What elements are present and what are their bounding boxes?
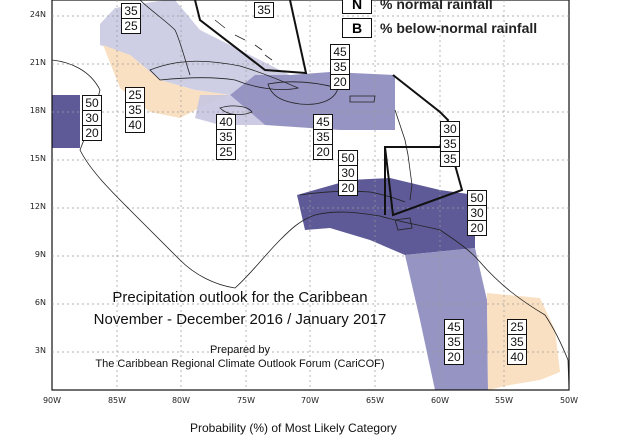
legend-normal: N % normal rainfall (342, 0, 493, 14)
prob-value: 30 (339, 166, 357, 181)
map-period: November - December 2016 / January 2017 (93, 311, 387, 328)
prob-box-cayman: 25 35 40 (125, 87, 145, 133)
prob-value: 35 (257, 3, 271, 17)
legend-key-normal: N (342, 0, 372, 14)
prob-value: 25 (219, 145, 233, 159)
prob-value: 20 (470, 221, 484, 235)
prob-box-belize: 50 30 20 (82, 95, 102, 141)
prob-box-hispaniola: 45 35 20 (313, 114, 333, 160)
prob-value: 25 (126, 88, 144, 103)
legend-key-below: B (342, 18, 372, 38)
prob-value: 35 (445, 335, 463, 350)
prob-value: 30 (83, 111, 101, 126)
prepared-by-label: Prepared by (210, 344, 270, 356)
prob-value: 25 (124, 19, 138, 33)
prob-value: 45 (331, 45, 349, 60)
lat-label-6n: 6N (34, 298, 46, 307)
prob-value: 20 (85, 126, 99, 140)
coastlines (51, 0, 570, 391)
legend-below: B % below-normal rainfall (342, 18, 537, 38)
prob-value: 35 (331, 60, 349, 75)
lon-label-70w: 70W (300, 396, 320, 405)
prob-box-caribbean-sea: 50 30 20 (338, 150, 358, 196)
region-jamaica (195, 95, 265, 125)
lat-label-12n: 12N (29, 202, 46, 211)
prob-value: 25 (508, 320, 526, 335)
prob-value: 30 (468, 206, 486, 221)
lon-label-80w: 80W (171, 396, 191, 405)
region-windward-sea (297, 178, 475, 255)
lat-label-3n: 3N (34, 346, 46, 355)
region-greater-antilles (230, 72, 395, 130)
prob-value: 50 (339, 151, 357, 166)
legend-text-below: % below-normal rainfall (380, 20, 538, 36)
map-title: Precipitation outlook for the Caribbean (112, 289, 368, 306)
subregion-outlines (194, 0, 464, 217)
prob-value: 35 (314, 130, 332, 145)
lon-label-85w: 85W (107, 396, 127, 405)
prob-value: 40 (510, 350, 524, 364)
lat-label-15n: 15N (29, 154, 46, 163)
lat-label-24n: 24N (29, 10, 46, 19)
prob-value: 35 (217, 130, 235, 145)
prob-box-jamaica: 40 35 25 (216, 114, 236, 160)
prob-box-leeward: 30 35 35 (440, 121, 460, 167)
lon-label-65w: 65W (365, 396, 385, 405)
prob-value: 20 (447, 350, 461, 364)
prob-value: 45 (445, 320, 463, 335)
region-bahamas (100, 0, 290, 95)
prob-value: 20 (341, 181, 355, 195)
organization-name: The Caribbean Regional Climate Outlook F… (95, 358, 385, 370)
lat-label-21n: 21N (29, 58, 46, 67)
prob-value: 35 (443, 152, 457, 166)
prob-value: 50 (83, 96, 101, 111)
prob-box-bahamas: 45 35 20 (330, 44, 350, 90)
prob-box-windward: 50 30 20 (467, 190, 487, 236)
lon-label-60w: 60W (430, 396, 450, 405)
prob-box-top-left: 35 25 (121, 3, 141, 34)
outlook-regions (52, 0, 560, 390)
legend-text-normal: % normal rainfall (380, 0, 493, 12)
prob-value: 40 (128, 118, 142, 132)
prob-value: 20 (316, 145, 330, 159)
prob-box-guyana: 45 35 20 (444, 319, 464, 365)
prob-value: 20 (333, 75, 347, 89)
prob-value: 35 (122, 4, 140, 19)
prob-value: 35 (441, 137, 459, 152)
colorbar-caption: Probability (%) of Most Likely Category (190, 421, 397, 435)
lon-label-75w: 75W (236, 396, 256, 405)
lon-label-50w: 50W (559, 396, 579, 405)
lat-label-9n: 9N (34, 250, 46, 259)
prob-value: 40 (217, 115, 235, 130)
prob-box-french-guiana: 25 35 40 (507, 319, 527, 365)
lat-label-18n: 18N (29, 106, 46, 115)
prob-value: 45 (314, 115, 332, 130)
prob-value: 35 (126, 103, 144, 118)
prob-value: 35 (508, 335, 526, 350)
lon-label-90w: 90W (42, 396, 62, 405)
prob-value: 30 (441, 122, 459, 137)
region-belize (52, 95, 80, 148)
prob-box-top-mid: 35 (254, 2, 274, 18)
lon-label-55w: 55W (494, 396, 514, 405)
prob-value: 50 (468, 191, 486, 206)
